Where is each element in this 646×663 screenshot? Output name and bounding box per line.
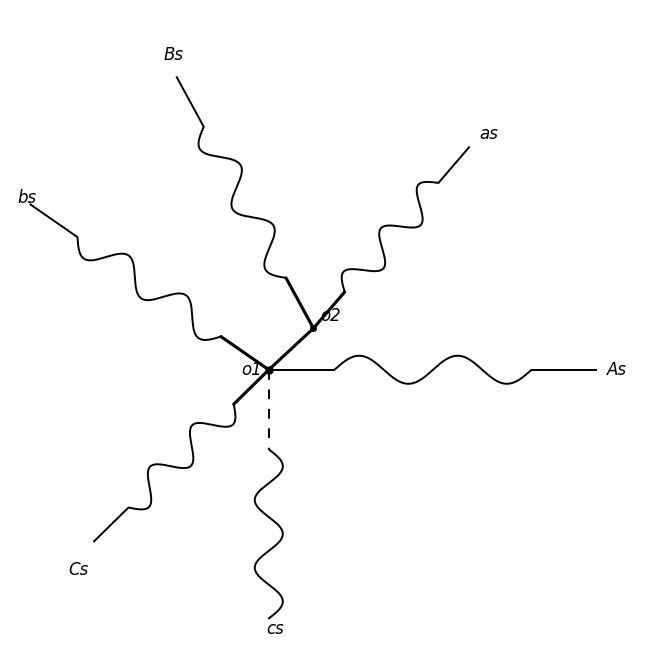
Text: Cs: Cs (68, 561, 89, 579)
Text: As: As (607, 361, 627, 379)
Text: cs: cs (266, 620, 284, 638)
Text: o2: o2 (320, 307, 340, 325)
Text: Bs: Bs (163, 46, 183, 64)
Text: bs: bs (17, 188, 36, 207)
Text: o1: o1 (242, 361, 262, 379)
Text: as: as (479, 125, 498, 143)
